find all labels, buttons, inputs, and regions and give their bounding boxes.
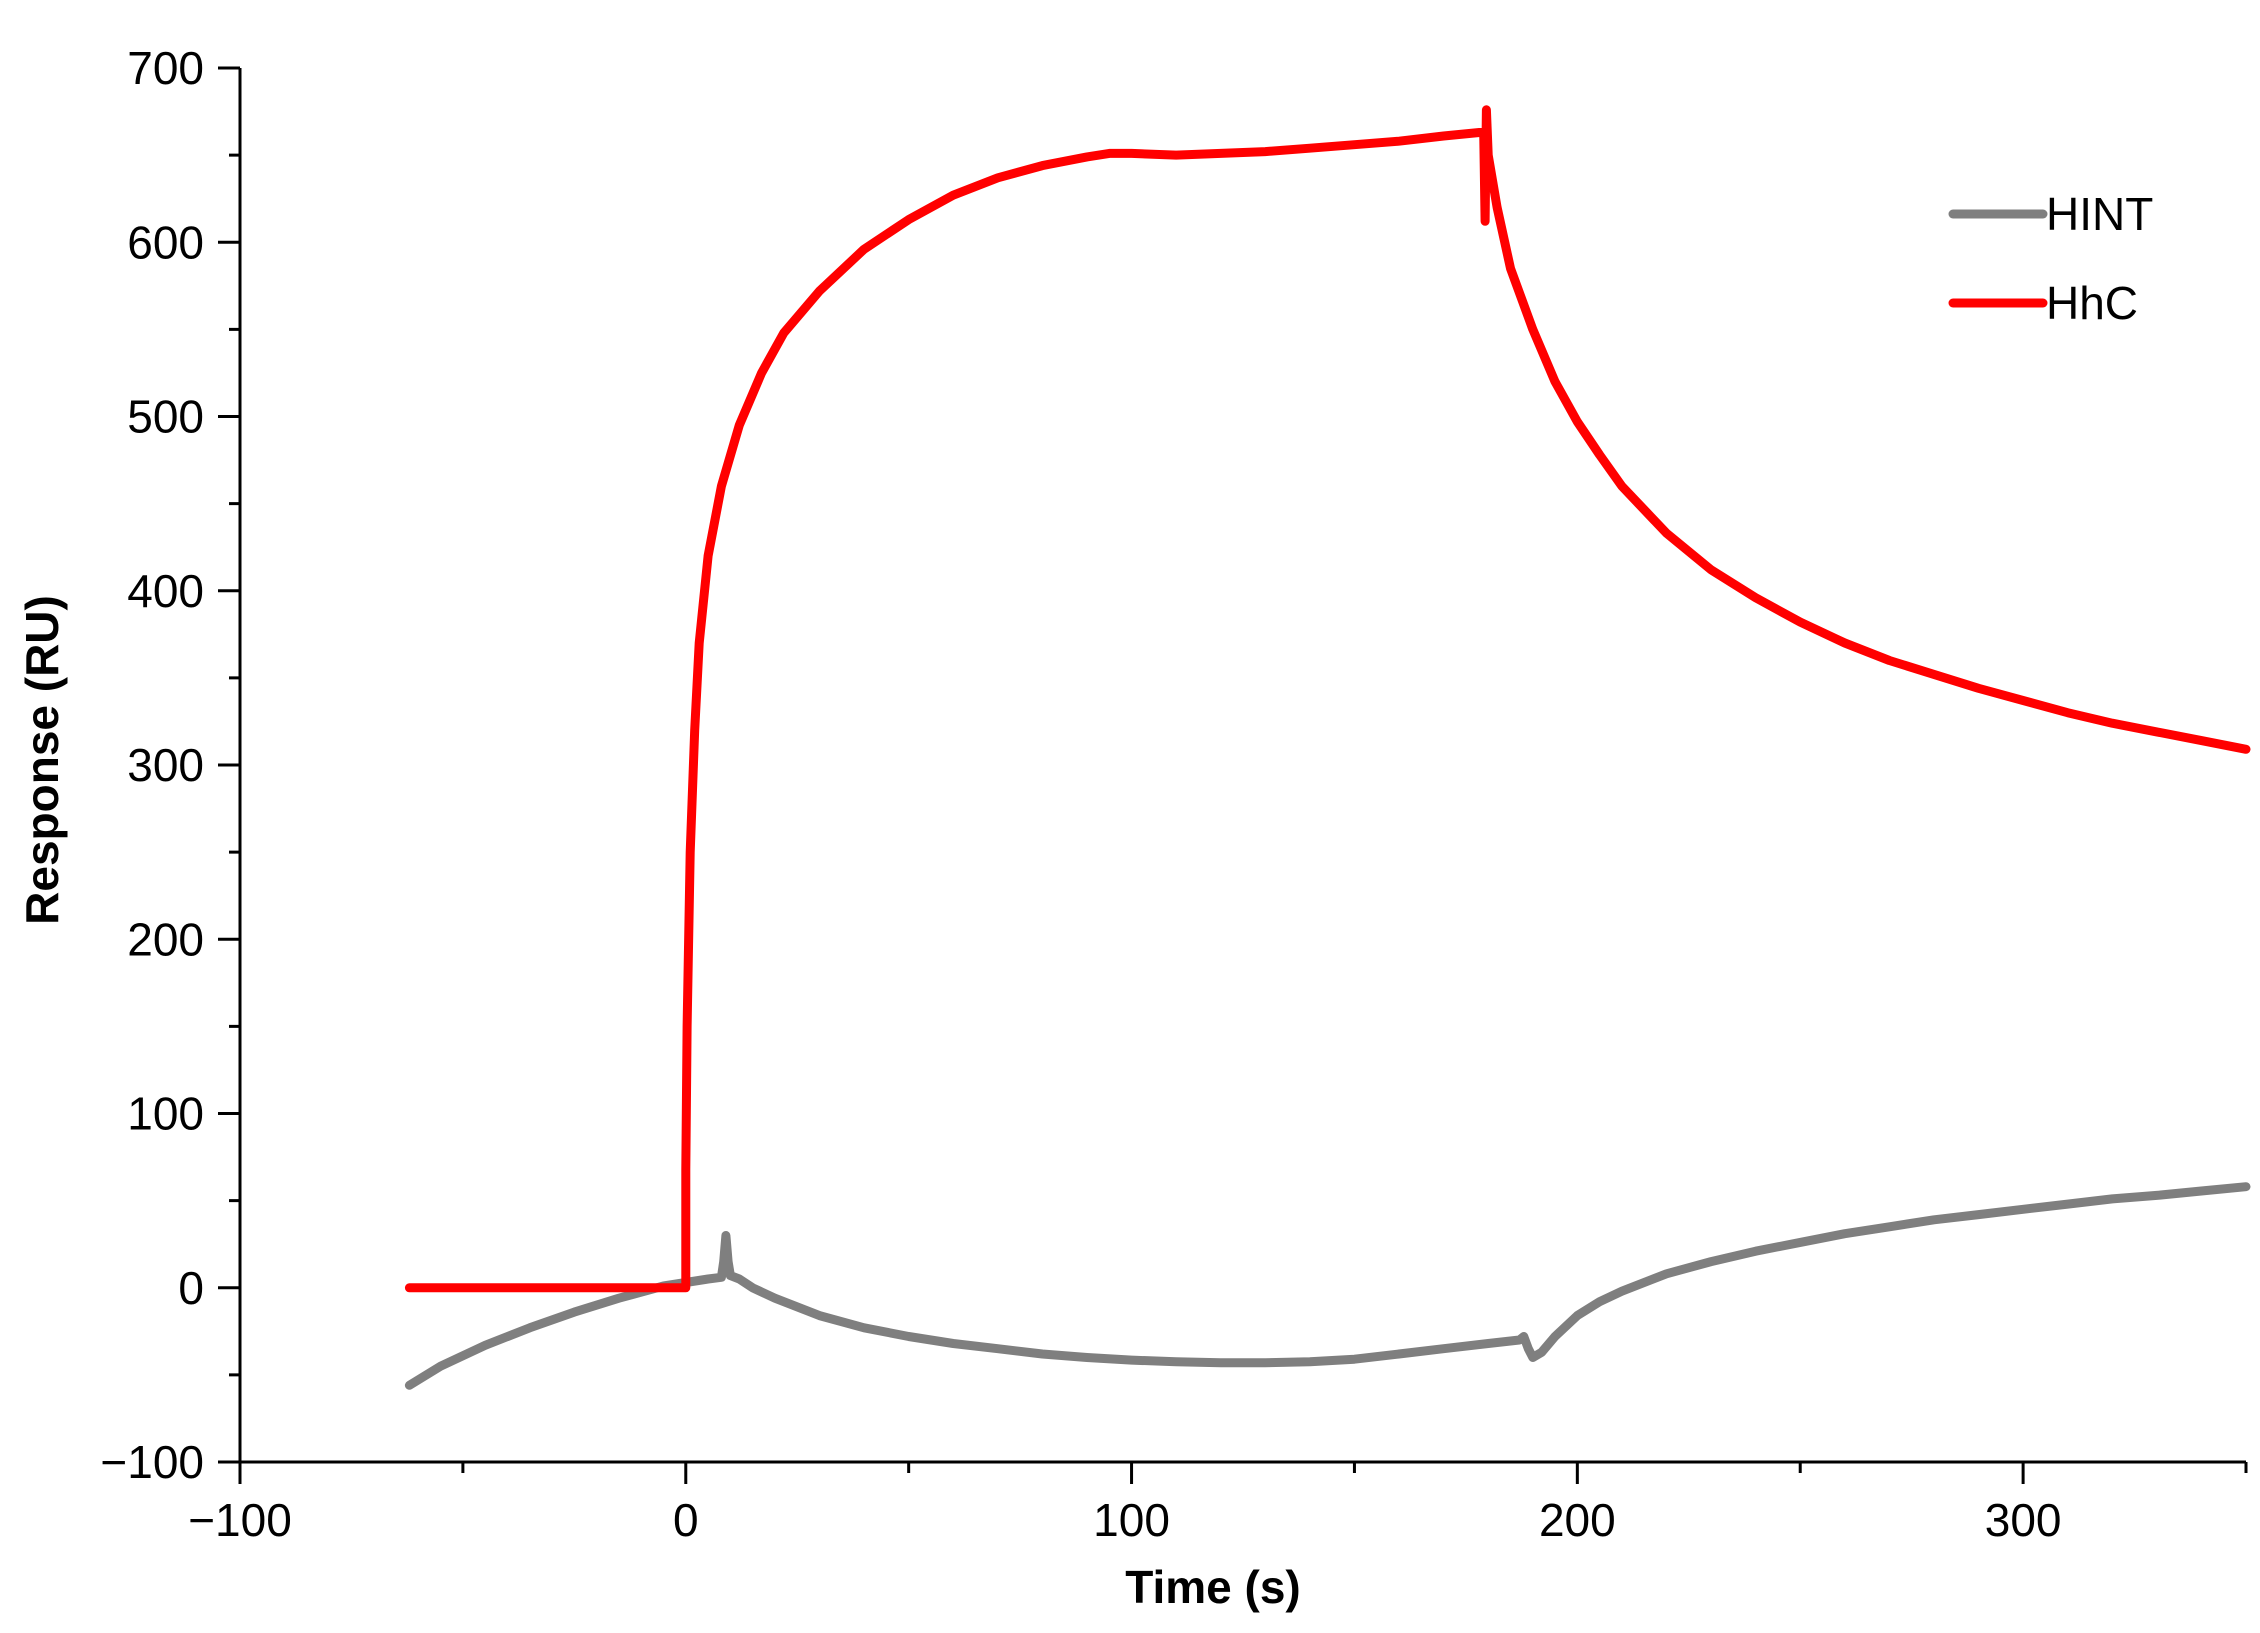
x-tick-label: 300 [1985,1494,2062,1546]
x-tick-label: 200 [1539,1494,1616,1546]
x-tick-label: −100 [188,1494,292,1546]
plot-area [404,105,2251,1390]
legend: HINT HhC [1948,188,2153,329]
y-axis-title: Response (RU) [16,595,68,925]
x-axis-title: Time (s) [1125,1561,1301,1613]
y-tick-label: 100 [127,1088,204,1140]
y-tick-label: 500 [127,391,204,443]
y-tick-label: −100 [100,1436,204,1488]
series-line-hint [404,1182,2251,1390]
x-tick-label: 0 [673,1494,699,1546]
y-tick-label: 0 [178,1262,204,1314]
y-tick-label: 400 [127,565,204,617]
legend-label-hhc: HhC [2046,277,2138,329]
legend-label-hint: HINT [2046,188,2153,240]
y-tick-label: 200 [127,913,204,965]
x-tick-label: 100 [1093,1494,1170,1546]
y-tick-label: 600 [127,216,204,268]
axes [238,68,2246,1464]
ticks: −100 0 100 200 300 400 500 600 700 −100 0 100 200 300 [100,42,2248,1546]
y-tick-label: 700 [127,42,204,94]
y-tick-label: 300 [127,739,204,791]
series-line-hhc [404,105,2251,1293]
